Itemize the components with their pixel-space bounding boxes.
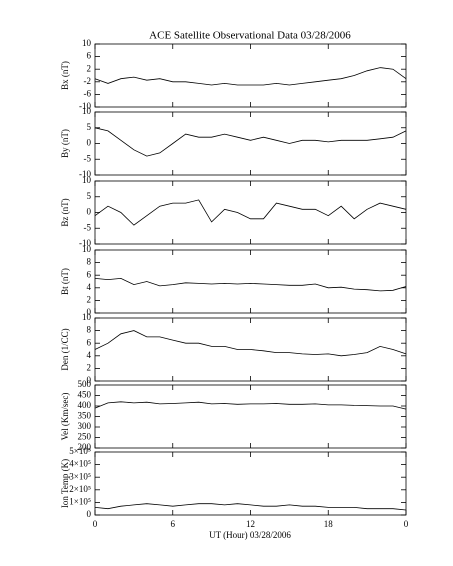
y-tick-label: 10 xyxy=(82,106,92,116)
y-tick-label: -5 xyxy=(84,153,92,163)
y-tick-label: 8 xyxy=(87,257,92,267)
y-tick-label: 4 xyxy=(87,282,92,292)
y-tick-label: 3×10⁵ xyxy=(69,471,91,481)
y-tick-label: 250 xyxy=(78,432,92,442)
x-tick-label: 6 xyxy=(171,519,176,529)
y-tick-label: 10 xyxy=(82,244,92,254)
x-tick-label: 0 xyxy=(93,519,98,529)
data-line xyxy=(94,127,407,157)
data-line xyxy=(94,401,407,410)
y-axis-label: Vel (Km/sec) xyxy=(60,393,70,441)
y-tick-label: 2 xyxy=(87,294,92,304)
y-tick-label: 6 xyxy=(87,269,92,279)
data-line xyxy=(94,503,407,511)
data-line xyxy=(94,67,407,86)
x-tick-label: 12 xyxy=(246,519,255,529)
y-tick-label: 6 xyxy=(87,51,92,61)
y-axis-label: By (nT) xyxy=(60,129,70,158)
y-tick-label: 4 xyxy=(87,350,92,360)
data-line xyxy=(94,199,407,226)
y-tick-label: 10 xyxy=(82,312,92,322)
y-tick-label: 0 xyxy=(87,307,92,317)
data-line xyxy=(94,277,407,292)
y-tick-label: 5×10⁵ xyxy=(69,446,91,456)
y-tick-label: 5 xyxy=(87,191,92,201)
x-tick-label: 0 xyxy=(404,519,409,529)
data-line xyxy=(94,330,407,357)
y-tick-label: 2 xyxy=(87,63,92,73)
y-tick-label: 300 xyxy=(78,421,92,431)
y-tick-label: -5 xyxy=(84,222,92,232)
y-tick-label: 10 xyxy=(82,175,92,185)
y-tick-label: 2 xyxy=(87,362,92,372)
y-tick-label: 10 xyxy=(82,38,92,48)
y-tick-label: 0 xyxy=(87,375,92,385)
y-tick-label: 0 xyxy=(87,509,92,519)
y-tick-label: -2 xyxy=(84,76,92,86)
y-tick-label: 1×10⁵ xyxy=(69,496,91,506)
y-axis-label: Den (1/CC) xyxy=(60,328,70,370)
y-tick-label: 8 xyxy=(87,325,92,335)
y-tick-label: 200 xyxy=(78,442,92,452)
y-tick-label: 4×10⁵ xyxy=(69,459,91,469)
x-tick-label: 18 xyxy=(324,519,334,529)
y-tick-label: -10 xyxy=(79,238,91,248)
y-tick-label: -10 xyxy=(79,101,91,111)
y-tick-label: 5 xyxy=(87,122,92,132)
panel-frame xyxy=(94,451,407,516)
panel-frame xyxy=(94,249,407,314)
y-axis-label: Ion Temp (K) xyxy=(60,459,70,508)
y-tick-label: 400 xyxy=(78,400,92,410)
panel-frame xyxy=(94,43,407,108)
y-tick-label: 2×10⁵ xyxy=(69,484,91,494)
y-tick-label: -6 xyxy=(84,88,92,98)
y-tick-label: -10 xyxy=(79,169,91,179)
y-tick-label: 6 xyxy=(87,337,92,347)
panel-frame xyxy=(94,111,407,176)
chart-title: ACE Satellite Observational Data 03/28/2… xyxy=(149,30,351,42)
y-axis-label: Bx (nT) xyxy=(60,61,70,90)
y-tick-label: 350 xyxy=(78,411,92,421)
x-axis-label: UT (Hour) 03/28/2006 xyxy=(209,530,291,540)
y-axis-label: Bz (nT) xyxy=(60,198,70,226)
y-axis-label: Bt (nT) xyxy=(60,268,70,295)
y-tick-label: 0 xyxy=(87,138,92,148)
panel-frame xyxy=(94,384,407,449)
y-tick-label: 0 xyxy=(87,207,92,217)
panel-frame xyxy=(94,180,407,245)
y-tick-label: 500 xyxy=(78,379,92,389)
y-tick-label: 450 xyxy=(78,390,92,400)
